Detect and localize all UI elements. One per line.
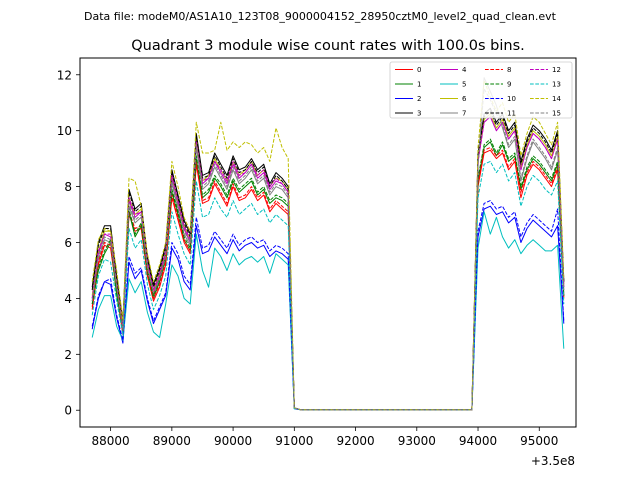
legend-box: [389, 61, 573, 119]
x-tick-label: 93000: [398, 434, 436, 448]
figure-suptitle: Data file: modeM0/AS1A10_123T08_90000041…: [84, 10, 557, 23]
x-offset-label: +3.5e8: [531, 454, 575, 468]
y-tick-label: 4: [64, 292, 72, 306]
series-line-7: [91, 77, 565, 411]
plot-lines: [91, 77, 565, 411]
series-line-4: [91, 116, 565, 411]
chart-title: Quadrant 3 module wise count rates with …: [131, 38, 525, 54]
series-line-15: [91, 88, 565, 411]
legend-label-11: 11: [507, 110, 516, 118]
y-tick-label: 6: [64, 236, 72, 250]
legend-label-9: 9: [507, 81, 511, 89]
legend-label-4: 4: [462, 66, 467, 74]
series-line-13: [91, 160, 565, 411]
legend-label-5: 5: [462, 81, 466, 89]
x-tick-label: 92000: [336, 434, 374, 448]
legend-label-1: 1: [417, 81, 421, 89]
legend-label-7: 7: [462, 110, 466, 118]
legend-label-2: 2: [417, 95, 421, 103]
legend-label-8: 8: [507, 66, 511, 74]
legend-label-10: 10: [507, 95, 516, 103]
x-tick-label: 89000: [153, 434, 191, 448]
x-tick-label: 95000: [520, 434, 558, 448]
series-line-10: [91, 200, 565, 411]
legend-label-15: 15: [552, 110, 561, 118]
x-tick-label: 90000: [214, 434, 252, 448]
y-tick-label: 12: [57, 68, 72, 82]
legend-label-14: 14: [552, 95, 561, 103]
series-line-8: [91, 147, 565, 411]
legend-label-6: 6: [462, 95, 467, 103]
series-line-0: [91, 149, 565, 411]
x-tick-label: 88000: [92, 434, 130, 448]
y-tick-label: 8: [64, 180, 72, 194]
x-axis: 88000 89000 90000 91000 92000 93000 94000 95000: [92, 427, 558, 448]
legend-label-3: 3: [417, 110, 421, 118]
y-tick-label: 2: [64, 348, 72, 362]
series-line-2: [91, 205, 565, 411]
series-line-14: [91, 79, 565, 411]
series-line-5: [91, 211, 565, 411]
legend-label-0: 0: [417, 66, 421, 74]
y-tick-label: 0: [64, 404, 72, 418]
y-tick-label: 10: [57, 124, 72, 138]
x-tick-label: 91000: [275, 434, 313, 448]
legend-label-12: 12: [552, 66, 561, 74]
x-tick-label: 94000: [459, 434, 497, 448]
legend-label-13: 13: [552, 81, 561, 89]
y-axis: 0 2 4 6 8 10 12: [57, 68, 80, 418]
